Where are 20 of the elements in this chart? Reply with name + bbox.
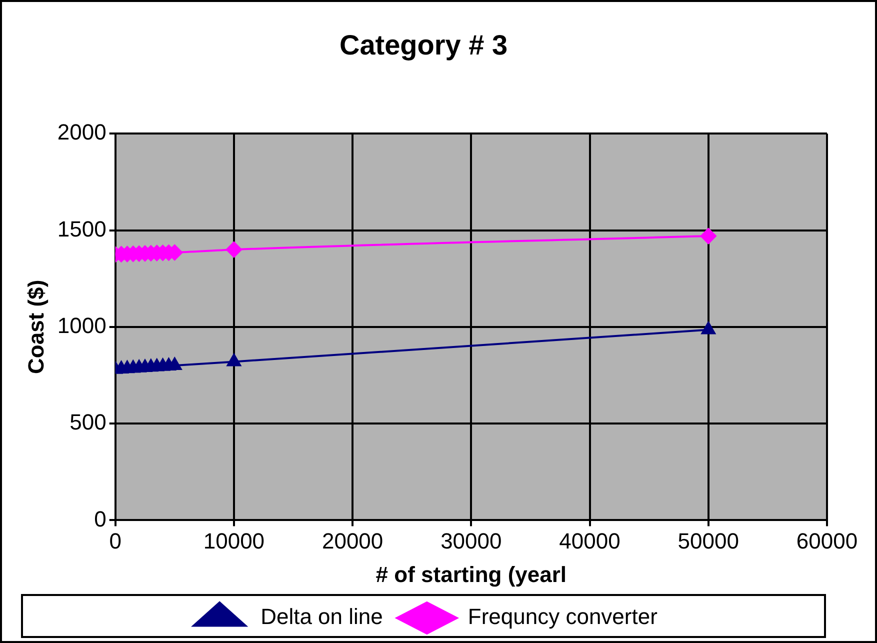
x-tick-label: 50000	[678, 528, 739, 554]
x-tick-label: 60000	[796, 528, 858, 554]
y-tick-label: 0	[94, 506, 106, 532]
y-tick-label: 1000	[57, 312, 106, 338]
legend-label: Frequncy converter	[468, 604, 658, 630]
x-tick-label: 10000	[203, 528, 265, 554]
x-tick-label: 30000	[440, 528, 502, 554]
x-tick-label: 40000	[559, 528, 620, 554]
x-tick-label: 20000	[322, 528, 384, 554]
y-tick-label: 500	[70, 410, 106, 435]
point	[701, 322, 716, 334]
x-axis-title: # of starting (yearl	[376, 562, 567, 587]
y-axis-title: Coast ($)	[23, 280, 48, 374]
legend-label: Delta on line	[260, 604, 383, 630]
chart-title: Category # 3	[339, 30, 508, 61]
y-tick-label: 2000	[57, 120, 106, 145]
y-tick-label: 1500	[57, 216, 106, 242]
point	[226, 354, 242, 366]
point	[700, 228, 716, 244]
point	[226, 242, 242, 258]
